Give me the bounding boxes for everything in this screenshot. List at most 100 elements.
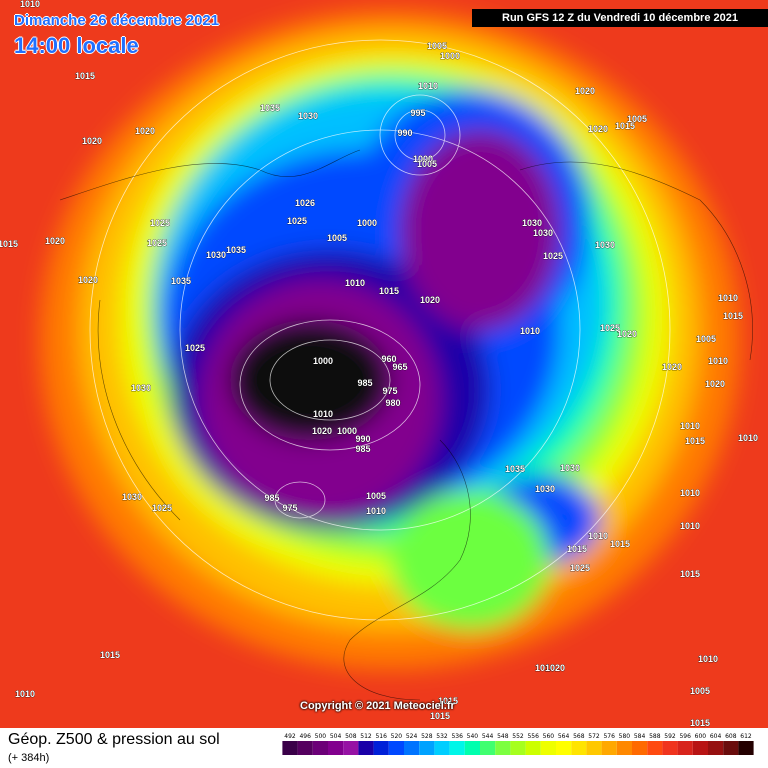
legend-swatch xyxy=(708,741,724,755)
legend-label: 508 xyxy=(345,733,357,740)
isobar-label: 1020 xyxy=(588,124,608,134)
legend-swatch xyxy=(495,741,511,755)
isobar-label: 1035 xyxy=(171,276,191,286)
legend-swatch xyxy=(723,741,739,755)
isobar-label: 1020 xyxy=(420,295,440,305)
forecast-time: 14:00 locale xyxy=(14,33,139,58)
isobar-label: 1020 xyxy=(135,126,155,136)
isobar-label: 1010 xyxy=(698,654,718,664)
isobar-label: 1030 xyxy=(535,484,555,494)
isobar-label: 1026 xyxy=(295,198,315,208)
legend-label: 600 xyxy=(695,733,707,740)
legend-swatch xyxy=(358,741,374,755)
isobar-label: 1025 xyxy=(287,216,307,226)
legend-label: 568 xyxy=(573,733,585,740)
isobar-label: 1005 xyxy=(696,334,716,344)
height-field xyxy=(40,10,740,670)
legend-swatch xyxy=(328,741,344,755)
legend-swatch xyxy=(616,741,632,755)
legend-label: 596 xyxy=(679,733,691,740)
legend-label: 580 xyxy=(619,733,631,740)
legend-label: 492 xyxy=(284,733,296,740)
isobar-label: 980 xyxy=(385,398,400,408)
coastlines xyxy=(59,149,753,701)
isobar-label: 1010 xyxy=(15,689,35,699)
isobar-label: 985 xyxy=(355,444,370,454)
legend-label: 572 xyxy=(588,733,600,740)
isobar-label: 1025 xyxy=(543,251,563,261)
legend-swatch xyxy=(373,741,389,755)
legend-label: 504 xyxy=(330,733,342,740)
isobar-label: 1010 xyxy=(588,531,608,541)
legend-label: 544 xyxy=(482,733,494,740)
legend-swatch xyxy=(692,741,708,755)
isobar-label: 1010 xyxy=(680,488,700,498)
isobar-label: 1010 xyxy=(680,421,700,431)
isobar-label: 990 xyxy=(355,434,370,444)
isobar-label: 1020 xyxy=(662,362,682,372)
isobar-label: 985 xyxy=(357,378,372,388)
isobar-label: 1015 xyxy=(0,239,18,249)
legend-swatch xyxy=(632,741,648,755)
legend-label: 576 xyxy=(603,733,615,740)
legend-swatch xyxy=(434,741,450,755)
isobar-label: 1010 xyxy=(708,356,728,366)
legend-swatch xyxy=(540,741,556,755)
lead-time: (+ 384h) xyxy=(8,752,50,764)
legend-label: 560 xyxy=(543,733,555,740)
isobar-label: 1015 xyxy=(680,569,700,579)
legend-label: 552 xyxy=(512,733,524,740)
isobar-label: 1010 xyxy=(418,81,438,91)
isobar-label: 1035 xyxy=(226,245,246,255)
isobar-label: 1005 xyxy=(417,159,437,169)
isobar-label: 1030 xyxy=(298,111,318,121)
isobar-label: 1000 xyxy=(413,154,433,164)
legend-swatch xyxy=(571,741,587,755)
isobars xyxy=(89,39,671,621)
legend-swatch xyxy=(282,741,298,755)
legend-swatch xyxy=(677,741,693,755)
legend-label: 496 xyxy=(299,733,311,740)
isobar-label: 1010 xyxy=(345,278,365,288)
isobar-label: 1015 xyxy=(685,436,705,446)
isobar-label: 1015 xyxy=(430,711,450,721)
isobar-label: 1025 xyxy=(600,323,620,333)
isobar-label: 1010 xyxy=(20,0,40,9)
copyright: Copyright © 2021 Meteociel.fr xyxy=(300,700,455,712)
isobar-label: 1005 xyxy=(327,233,347,243)
isobar-label: 1025 xyxy=(152,503,172,513)
isobar-label: 1020 xyxy=(617,329,637,339)
legend-label: 604 xyxy=(710,733,722,740)
legend-swatch xyxy=(738,741,754,755)
legend-label: 592 xyxy=(664,733,676,740)
isobar-label: 1010 xyxy=(718,293,738,303)
isobar-label: 1015 xyxy=(723,311,743,321)
isobar-label: 1015 xyxy=(379,286,399,296)
isobar-label: 1010 xyxy=(366,506,386,516)
legend-swatch xyxy=(647,741,663,755)
isobar-label: 975 xyxy=(282,503,297,513)
isobar-label: 985 xyxy=(264,493,279,503)
legend-swatch xyxy=(388,741,404,755)
legend-swatch xyxy=(343,741,359,755)
isobar-label: 1015 xyxy=(690,718,710,728)
isobar-label: 1025 xyxy=(185,343,205,353)
legend-label: 564 xyxy=(558,733,570,740)
legend-label: 520 xyxy=(391,733,403,740)
isobar-label: 1030 xyxy=(533,228,553,238)
legend-swatch xyxy=(419,741,435,755)
isobar-label: 995 xyxy=(410,108,425,118)
footer-title: Géop. Z500 & pression au sol xyxy=(8,731,220,748)
isobar-label: 1015 xyxy=(615,121,635,131)
isobar-label: 1000 xyxy=(357,218,377,228)
legend-swatch xyxy=(510,741,526,755)
forecast-date: Dimanche 26 décembre 2021 xyxy=(14,12,220,29)
isobar-label: 1035 xyxy=(505,464,525,474)
isobar-label: 1025 xyxy=(147,238,167,248)
isobar-label: 1000 xyxy=(313,356,333,366)
isobar-label: 1020 xyxy=(545,663,565,673)
footer: Géop. Z500 & pression au sol (+ 384h) 49… xyxy=(0,728,768,768)
legend-swatch xyxy=(525,741,541,755)
isobar-label: 1030 xyxy=(522,218,542,228)
isobar-label: 965 xyxy=(392,362,407,372)
